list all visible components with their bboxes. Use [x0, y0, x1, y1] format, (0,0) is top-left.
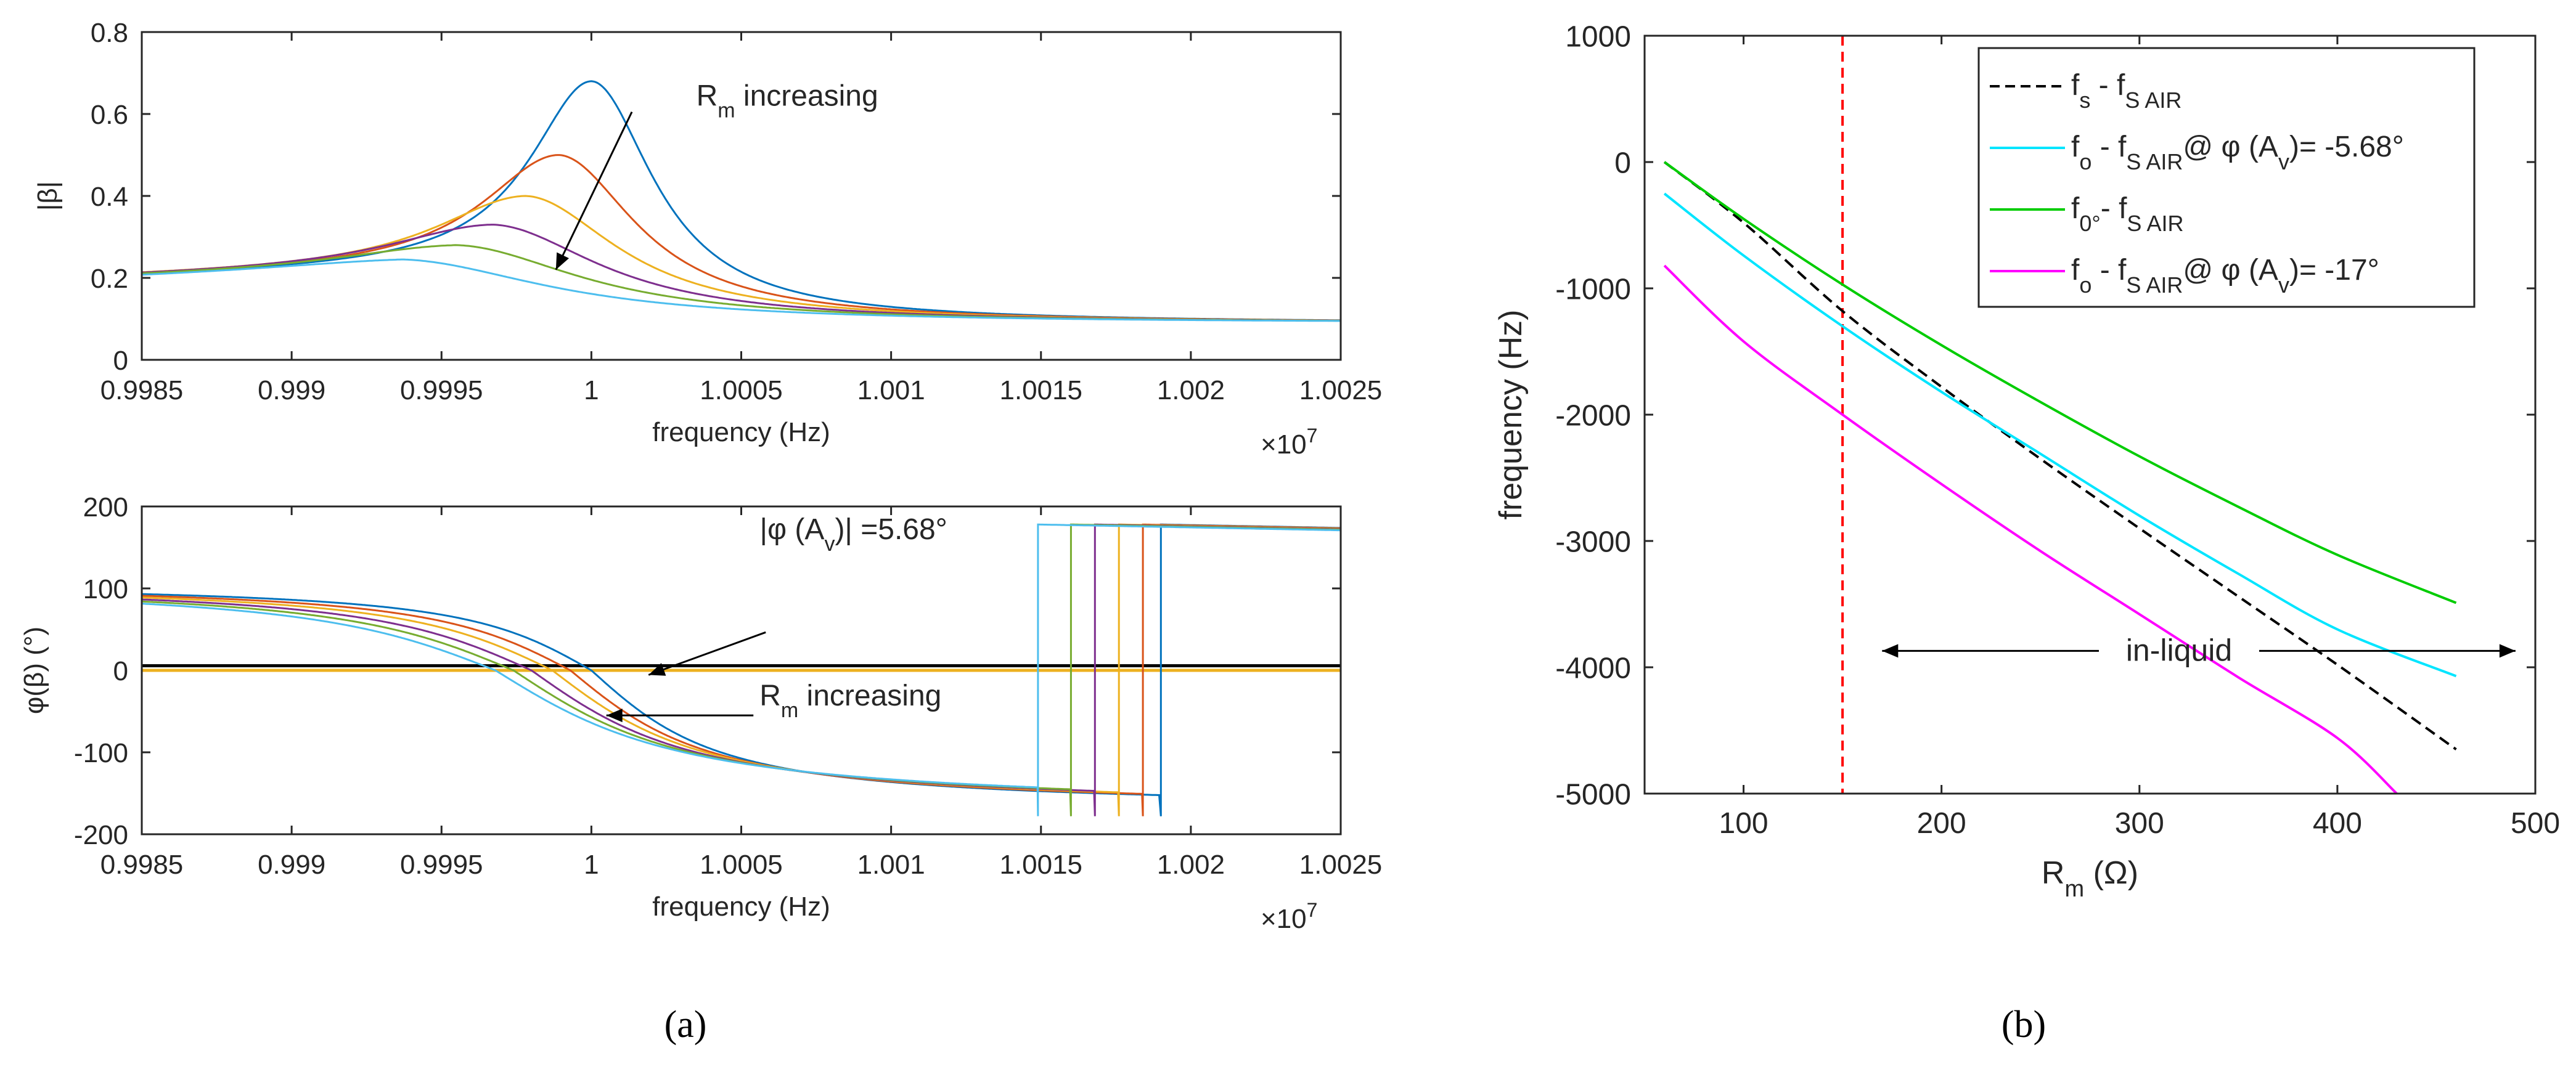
y-tick-label: 0.2 [91, 264, 128, 294]
y-tick-label: -200 [74, 820, 128, 850]
legend-box [1977, 47, 2476, 308]
series-line-3 [1663, 264, 2398, 794]
x-tick-label: 500 [2511, 807, 2560, 840]
y-tick-label: 100 [83, 574, 128, 604]
y-tick-label: -5000 [1555, 778, 1631, 811]
in-liquid-arrowhead-left [1882, 644, 1899, 658]
series-line-Rm6 [142, 258, 1341, 322]
x-tick-label: 1.0015 [999, 850, 1082, 880]
x-tick-label: 300 [2115, 807, 2164, 840]
chart-b: 100 200 300 400 500 -5000 -4000 -3000 -2000 -1000… [1493, 20, 2560, 902]
axes-frame [141, 505, 1342, 835]
x-tick-label: 1 [584, 375, 599, 405]
x-tick-label: 1.001 [857, 375, 925, 405]
legend: fs - fS AIR fo - fS AIR@ φ (Av)= -5.68° f0… [1977, 47, 2476, 308]
x-tick-label: 0.9985 [100, 375, 184, 405]
in-liquid-arrowhead-right [2499, 644, 2516, 658]
chart-a-top: 0.9985 0.999 0.9995 1 1.0005 1.001 1.0015 1.002… [33, 18, 1382, 460]
y-tick-label: 0.8 [91, 18, 128, 48]
x-axis-label: frequency (Hz) [652, 892, 830, 922]
x-tick-label: 0.9985 [100, 850, 184, 880]
annotation-label-rm: Rm increasing [759, 680, 941, 722]
legend-entry-label: f0°- fS AIR [2071, 192, 2183, 236]
y-tick-label: 1000 [1565, 20, 1631, 53]
y-tick-label: 0.4 [91, 182, 128, 212]
series-line-2 [1663, 161, 2457, 604]
x-tick-label: 1.0015 [999, 375, 1082, 405]
x-tick-label: 1.0005 [700, 375, 783, 405]
annotation-label-in-liquid: in-liquid [2126, 633, 2232, 667]
x-tick-label: 1.001 [857, 850, 925, 880]
y-tick-label: 0.6 [91, 100, 128, 130]
x-exponent: ×107 [1261, 425, 1317, 460]
y-tick-label: 0 [113, 656, 128, 686]
y-tick-label: -100 [74, 738, 128, 768]
y-tick-label: -2000 [1555, 399, 1631, 432]
y-tick-label: -4000 [1555, 652, 1631, 685]
series-group [142, 523, 1341, 816]
chart-a-bottom: 0.9985 0.999 0.9995 1 1.0005 1.001 1.0015 1.002… [19, 492, 1382, 934]
annotation-arrowhead [648, 663, 666, 676]
series-group [142, 80, 1341, 322]
axes-frame [1643, 35, 2537, 795]
annotation-arrowhead [555, 252, 570, 270]
y-tick-label: -1000 [1555, 273, 1631, 306]
series-line-0 [1663, 161, 2457, 750]
x-tick-label: 1.0025 [1299, 850, 1383, 880]
x-tick-label: 400 [2313, 807, 2362, 840]
legend-entry-label: fo - fS AIR@ φ (Av)= -5.68° [2071, 131, 2404, 174]
x-axis-label: Rm (Ω) [2042, 855, 2138, 902]
annotation-arrowhead [606, 709, 623, 723]
legend-entry-label: fs - fS AIR [2071, 69, 2181, 113]
y-axis-label: frequency (Hz) [1493, 310, 1529, 520]
series-line-1 [1663, 192, 2457, 678]
annotation-arrow [555, 111, 633, 270]
x-tick-label: 0.9995 [400, 850, 483, 880]
x-tick-label: 0.999 [258, 850, 325, 880]
y-tick-label: 200 [83, 492, 128, 522]
axes-frame [141, 31, 1342, 361]
x-tick-label: 1 [584, 850, 599, 880]
series-group [1663, 36, 2457, 794]
x-tick-label: 1.0025 [1299, 375, 1383, 405]
x-tick-label: 1.0005 [700, 850, 783, 880]
annotation-label: Rm increasing [697, 80, 878, 123]
x-axis-label: frequency (Hz) [652, 417, 830, 447]
y-tick-label: 0 [113, 346, 128, 376]
y-axis-label: φ(β) (°) [19, 627, 49, 714]
x-exponent: ×107 [1261, 899, 1317, 934]
x-tick-label: 1.002 [1157, 850, 1225, 880]
y-tick-label: -3000 [1555, 526, 1631, 558]
panel-b-label: (b) [2002, 1004, 2046, 1046]
legend-entry-label: fo - fS AIR@ φ (Av)= -17° [2071, 254, 2379, 298]
annotation-arrow [648, 631, 766, 676]
x-tick-label: 200 [1917, 807, 1966, 840]
y-tick-label: 0 [1614, 147, 1631, 179]
annotation-label-phi: |φ (Av)| =5.68° [760, 513, 947, 556]
y-axis-label: |β| [33, 181, 63, 211]
x-tick-label: 1.002 [1157, 375, 1225, 405]
x-tick-label: 0.9995 [400, 375, 483, 405]
panel-a-label: (a) [664, 1004, 707, 1046]
x-tick-label: 0.999 [258, 375, 325, 405]
series-line-Rm6 [142, 523, 1341, 816]
x-tick-label: 100 [1719, 807, 1768, 840]
